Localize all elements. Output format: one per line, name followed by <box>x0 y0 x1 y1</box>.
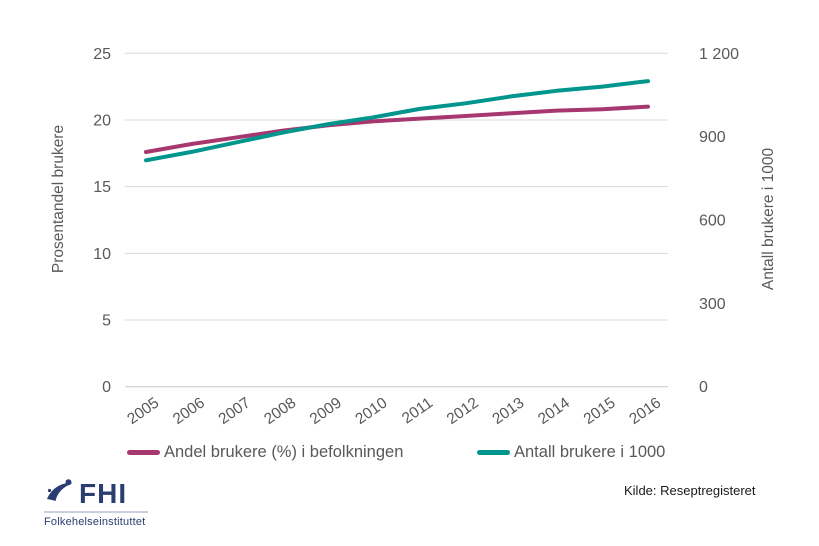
x-axis-tick-label: 2007 <box>216 394 254 428</box>
fhi-bird-icon <box>47 479 72 501</box>
y-axis-right-tick-label: 0 <box>699 379 708 396</box>
x-axis-tick-label: 2010 <box>352 394 390 428</box>
legend-label-andel: Andel brukere (%) i befolkningen <box>164 443 404 461</box>
y-axis-left-tick-label: 20 <box>93 112 111 129</box>
legend-swatch-andel <box>127 449 160 455</box>
y-axis-right-tick-label: 300 <box>699 296 726 313</box>
right-axis-title: Antall brukere i 1000 <box>760 148 777 291</box>
legend-item-andel: Andel brukere (%) i befolkningen <box>127 443 403 461</box>
x-axis-tick-label: 2011 <box>399 394 436 427</box>
legend-item-antall: Antall brukere i 1000 <box>477 443 665 461</box>
fhi-logo-name: Folkehelseinstituttet <box>44 516 146 528</box>
y-axis-left-tick-label: 10 <box>93 246 111 263</box>
series-line-antall <box>144 79 650 163</box>
x-axis-tick-label: 2013 <box>489 394 527 428</box>
y-axis-right-tick-label: 600 <box>699 213 726 230</box>
left-axis-title: Prosentandel brukere <box>50 125 67 273</box>
y-axis-right-tick-label: 1 200 <box>699 46 739 63</box>
y-axis-left-tick-label: 0 <box>102 379 111 396</box>
series-line-andel <box>144 104 650 154</box>
x-axis-tick-label: 2005 <box>124 394 162 428</box>
fhi-logo-abbr: FHI <box>79 478 128 509</box>
x-axis-tick-label: 2012 <box>444 394 482 428</box>
x-axis-tick-label: 2015 <box>581 394 619 428</box>
x-axis-tick-label: 2006 <box>170 394 208 428</box>
x-axis-tick-label: 2014 <box>535 394 573 428</box>
x-axis-tick-label: 2016 <box>626 394 664 428</box>
fhi-logo: FHI Folkehelseinstituttet <box>44 478 156 528</box>
legend-label-antall: Antall brukere i 1000 <box>514 443 666 461</box>
fhi-logo-divider <box>44 511 148 513</box>
y-axis-right-tick-label: 900 <box>699 129 726 146</box>
y-axis-left-tick-label: 5 <box>102 313 111 330</box>
y-axis-left-tick-label: 25 <box>93 46 111 63</box>
x-axis-tick-label: 2008 <box>261 394 299 428</box>
x-axis-tick-label: 2009 <box>307 394 345 428</box>
y-axis-left-tick-label: 15 <box>93 179 111 196</box>
source-note: Kilde: Reseptregisteret <box>624 483 756 498</box>
legend-swatch-antall <box>477 449 510 455</box>
